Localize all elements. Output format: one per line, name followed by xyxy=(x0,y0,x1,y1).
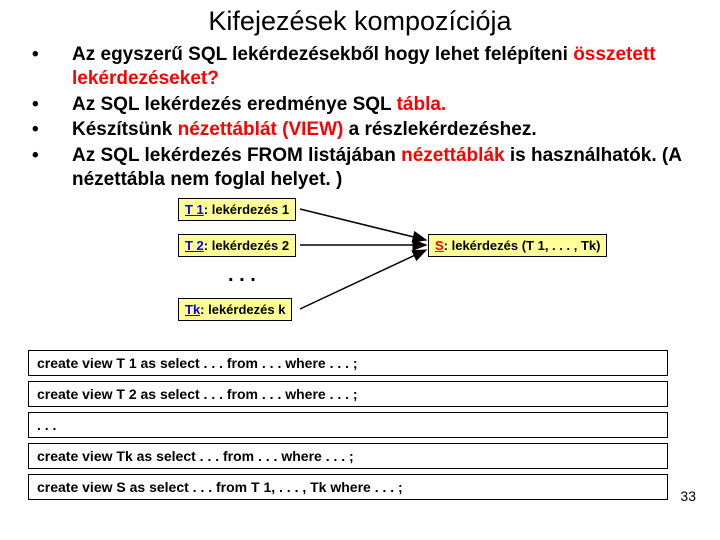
code-line: . . . xyxy=(28,412,668,438)
node-id: S xyxy=(435,238,444,253)
bullet-text: Az SQL lekérdezés FROM listájában nézett… xyxy=(72,144,692,192)
bullet-text: Az egyszerű SQL lekérdezésekből hogy leh… xyxy=(72,43,692,91)
node-id: Tk xyxy=(185,302,200,317)
bullet-marker: • xyxy=(28,144,72,192)
bullet-list: • Az egyszerű SQL lekérdezésekből hogy l… xyxy=(28,43,692,192)
code-list: create view T 1 as select . . . from . .… xyxy=(28,350,668,500)
code-line: create view T 1 as select . . . from . .… xyxy=(28,350,668,376)
code-line: create view Tk as select . . . from . . … xyxy=(28,443,668,469)
bullet-item: • Az egyszerű SQL lekérdezésekből hogy l… xyxy=(28,43,692,91)
diagram-ellipsis: . . . xyxy=(228,264,256,287)
diagram: T 1: lekérdezés 1 T 2: lekérdezés 2 . . … xyxy=(28,198,692,348)
page-number: 33 xyxy=(680,488,696,504)
bullet-text: Az SQL lekérdezés eredménye SQL tábla. xyxy=(72,93,692,117)
bullet-pre: Az SQL lekérdezés FROM listájában xyxy=(72,145,401,166)
bullet-item: • Az SQL lekérdezés eredménye SQL tábla. xyxy=(28,93,692,117)
slide: Kifejezések kompozíciója • Az egyszerű S… xyxy=(0,0,720,540)
bullet-emphasis: nézettáblák xyxy=(401,145,504,166)
bullet-item: • Készítsünk nézettáblát (VIEW) a részle… xyxy=(28,118,692,142)
bullet-pre: Készítsünk xyxy=(72,119,178,140)
node-label: : lekérdezés 2 xyxy=(204,238,289,253)
node-id: T 1 xyxy=(185,202,204,217)
bullet-emphasis: nézettáblát (VIEW) xyxy=(178,119,344,140)
node-label: : lekérdezés 1 xyxy=(204,202,289,217)
node-label: : lekérdezés (T 1, . . . , Tk) xyxy=(444,238,601,253)
arrow-line xyxy=(300,250,426,309)
diagram-node-tk: Tk: lekérdezés k xyxy=(178,298,292,321)
bullet-post: a részlekérdezéshez. xyxy=(343,119,536,140)
node-label: : lekérdezés k xyxy=(200,302,285,317)
diagram-node-t1: T 1: lekérdezés 1 xyxy=(178,198,296,221)
bullet-item: • Az SQL lekérdezés FROM listájában néze… xyxy=(28,144,692,192)
diagram-node-s: S: lekérdezés (T 1, . . . , Tk) xyxy=(428,234,607,257)
node-id: T 2 xyxy=(185,238,204,253)
code-line: create view T 2 as select . . . from . .… xyxy=(28,381,668,407)
code-line: create view S as select . . . from T 1, … xyxy=(28,474,668,500)
bullet-text: Készítsünk nézettáblát (VIEW) a részleké… xyxy=(72,118,692,142)
bullet-marker: • xyxy=(28,43,72,91)
bullet-pre: Az SQL lekérdezés eredménye SQL xyxy=(72,94,397,115)
bullet-marker: • xyxy=(28,118,72,142)
slide-title: Kifejezések kompozíciója xyxy=(28,6,692,37)
diagram-node-t2: T 2: lekérdezés 2 xyxy=(178,234,296,257)
bullet-emphasis: tábla. xyxy=(397,94,447,115)
diagram-arrows xyxy=(28,198,692,348)
bullet-pre: Az egyszerű SQL lekérdezésekből hogy leh… xyxy=(72,44,573,65)
bullet-marker: • xyxy=(28,93,72,117)
arrow-line xyxy=(300,209,426,240)
